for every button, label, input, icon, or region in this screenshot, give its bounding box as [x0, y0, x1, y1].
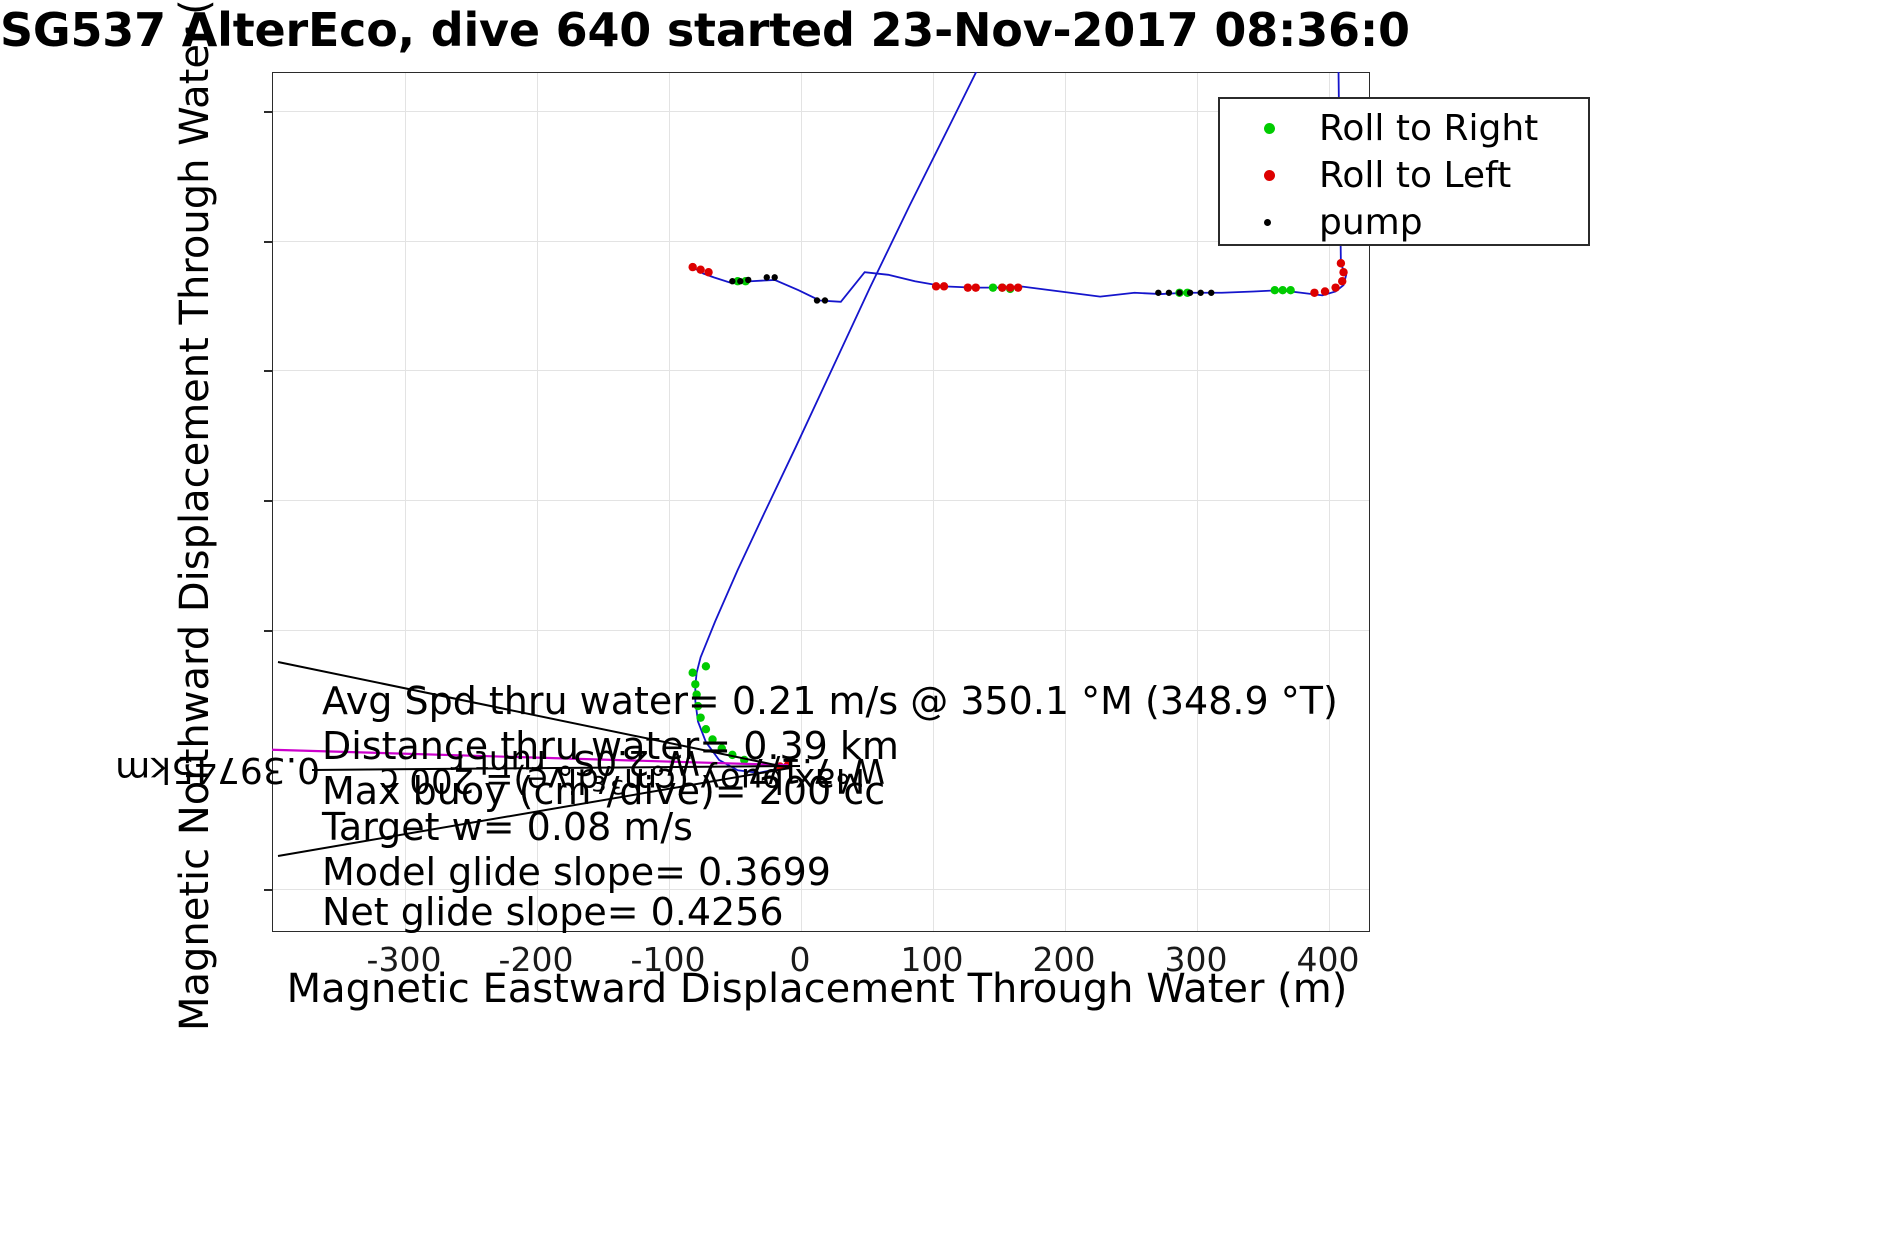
page-title: SG537 AlterEco, dive 640 started 23-Nov-…: [0, 3, 1410, 57]
x-tick-label: 0: [789, 940, 811, 979]
y-axis-tick: [264, 241, 273, 243]
grid-line-horizontal: [273, 111, 1369, 112]
legend-item-roll-to-left: Roll to Left: [1220, 152, 1588, 199]
grid-line-vertical: [1065, 73, 1066, 931]
legend-label: pump: [1319, 201, 1423, 243]
grid-line-vertical: [405, 73, 406, 931]
grid-line-vertical: [537, 73, 538, 931]
grid-line-horizontal: [273, 370, 1369, 371]
x-tick-label: 100: [900, 940, 964, 979]
legend-marker-red-dot-icon: [1264, 170, 1275, 181]
grid-line-horizontal: [273, 630, 1369, 631]
grid-line-vertical: [1197, 73, 1198, 931]
flipped-label-distance: 0.39745km: [115, 749, 320, 790]
grid-line-vertical: [933, 73, 934, 931]
x-tick-label: -200: [498, 940, 574, 979]
x-tick-label: 300: [1164, 940, 1228, 979]
legend-marker-black-dot-icon: [1264, 219, 1271, 226]
y-axis-title: Magnetic Northward Displacement Through …: [172, 0, 218, 1031]
legend-item-pump: pump: [1220, 199, 1588, 246]
x-tick-label: -100: [630, 940, 706, 979]
flipped-label-heading-2: W°7.1/7: [747, 750, 885, 790]
legend-label: Roll to Left: [1319, 154, 1512, 196]
annotation-net-slope: Net glide slope= 0.4256: [322, 890, 784, 934]
grid-line-horizontal: [273, 500, 1369, 501]
y-axis-tick: [264, 111, 273, 113]
y-axis-tick: [264, 889, 273, 891]
x-tick-label: -300: [366, 940, 442, 979]
x-tick-label: 200: [1032, 940, 1096, 979]
annotation-target-w: Target w= 0.08 m/s: [322, 805, 693, 849]
legend-item-roll-to-right: Roll to Right: [1220, 105, 1588, 152]
grid-line-vertical: [669, 73, 670, 931]
chart-legend: Roll to Right Roll to Left pump: [1218, 97, 1590, 246]
annotation-model-slope: Model glide slope= 0.3699: [322, 850, 831, 894]
x-tick-label: 400: [1296, 940, 1360, 979]
y-axis-tick: [264, 500, 273, 502]
x-axis-title: Magnetic Eastward Displacement Through W…: [286, 966, 1348, 1012]
legend-marker-green-dot-icon: [1264, 123, 1275, 134]
grid-line-horizontal: [273, 241, 1369, 242]
annotation-avg-speed: Avg Spd thru water= 0.21 m/s @ 350.1 °M …: [322, 679, 1338, 723]
legend-label: Roll to Right: [1319, 107, 1539, 149]
grid-line-horizontal: [273, 889, 1369, 890]
y-axis-tick: [264, 630, 273, 632]
y-axis-tick: [264, 370, 273, 372]
